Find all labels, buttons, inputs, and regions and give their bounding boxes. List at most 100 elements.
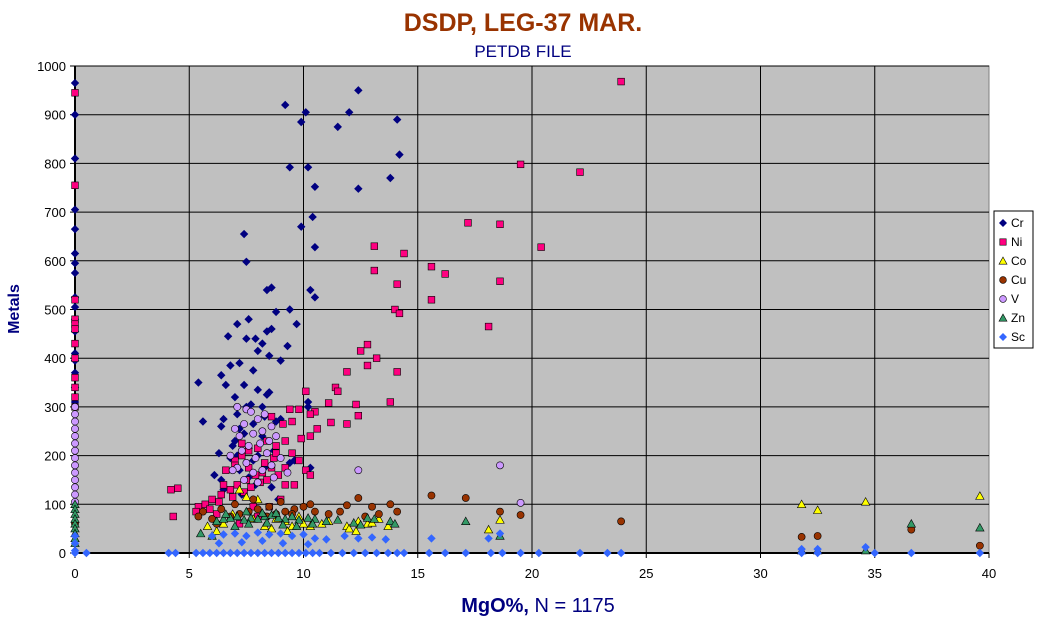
y-tick-labels: 0 100 200 300 400 500 600 700 800 900 1000 [37, 59, 75, 561]
legend-label-cu: Cu [1011, 273, 1026, 287]
point-ni [71, 354, 79, 362]
point-zn [362, 513, 373, 522]
point-cr [310, 242, 320, 252]
point-ni [71, 374, 79, 382]
data-points [70, 77, 985, 558]
point-cu [343, 501, 351, 510]
point-ni [370, 242, 378, 250]
point-sc [870, 548, 879, 558]
point-sc [322, 535, 331, 544]
point-sc [212, 548, 221, 558]
point-v [71, 410, 79, 419]
point-ni [71, 325, 79, 333]
point-zn [262, 517, 272, 527]
legend-marker-cu [999, 276, 1007, 284]
point-v [71, 439, 79, 448]
point-cr [333, 122, 342, 132]
point-cr [267, 483, 276, 492]
point-cr [70, 78, 80, 88]
point-ni [215, 498, 223, 506]
point-cr [292, 319, 301, 329]
point-cr [70, 302, 80, 312]
point-sc [287, 548, 297, 558]
point-cr [244, 315, 253, 324]
point-sc [354, 534, 363, 543]
point-sc [907, 548, 916, 558]
point-sc [440, 548, 450, 558]
point-cr [281, 100, 290, 110]
y-axis-label: Metals [6, 284, 23, 334]
point-sc [253, 548, 262, 558]
point-cr [301, 108, 310, 117]
point-cr [345, 108, 354, 117]
point-ni [395, 309, 404, 318]
point-v [231, 424, 239, 433]
point-sc [484, 534, 493, 543]
point-cr [239, 380, 249, 390]
point-ni [279, 420, 287, 428]
point-v [272, 432, 280, 440]
point-sc [975, 548, 985, 558]
point-sc [383, 548, 393, 558]
point-sc [315, 548, 324, 558]
point-cr [228, 441, 237, 451]
point-cr [258, 402, 267, 412]
chart-title: DSDP, LEG-37 MAR. [404, 9, 642, 37]
point-cu [975, 541, 984, 550]
point-ni [441, 270, 449, 278]
point-ni [464, 219, 472, 227]
point-ni [400, 249, 408, 258]
point-v [269, 473, 278, 482]
point-cu [336, 507, 344, 516]
point-sc [360, 548, 370, 558]
point-v [226, 451, 235, 460]
point-cr [210, 470, 219, 480]
point-cr [310, 182, 320, 191]
point-sc [260, 548, 269, 558]
x-tick-label: 15 [411, 566, 425, 581]
point-sc [813, 544, 822, 554]
point-ni [306, 410, 315, 418]
point-ni [484, 322, 493, 331]
point-ni [281, 481, 289, 489]
point-cr [262, 285, 272, 295]
point-ni [356, 347, 365, 355]
point-v [71, 454, 79, 462]
legend-label-ni: Ni [1011, 235, 1022, 249]
point-ni [208, 495, 216, 504]
point-sc [427, 534, 436, 543]
point-v [258, 427, 267, 436]
y-tick-label: 300 [44, 400, 66, 415]
point-cr [251, 334, 260, 343]
point-sc [392, 548, 402, 558]
point-v [71, 476, 79, 484]
point-sc [198, 548, 208, 558]
point-ni [327, 418, 335, 427]
point-sc [281, 548, 290, 558]
point-v [242, 459, 251, 467]
point-co [495, 515, 505, 524]
point-sc [301, 548, 310, 558]
point-v [516, 498, 525, 507]
point-zn [257, 508, 268, 517]
point-ni [354, 412, 363, 420]
point-cr [230, 392, 240, 402]
point-sc [276, 529, 285, 538]
point-ni [334, 387, 342, 395]
legend-marker-cr [999, 219, 1007, 227]
point-zn [218, 514, 229, 523]
point-zn [232, 511, 242, 521]
point-sc [399, 548, 409, 558]
point-sc [326, 548, 336, 558]
point-ni [427, 262, 436, 271]
point-ni [537, 243, 545, 251]
point-sc [287, 531, 297, 541]
legend-marker-zn [998, 313, 1008, 322]
x-tick-label: 40 [982, 566, 996, 581]
point-sc [338, 548, 347, 558]
point-ni [295, 405, 303, 413]
point-zn [211, 516, 222, 526]
point-zn [195, 528, 206, 538]
point-sc [495, 529, 505, 538]
point-zn [349, 517, 359, 527]
